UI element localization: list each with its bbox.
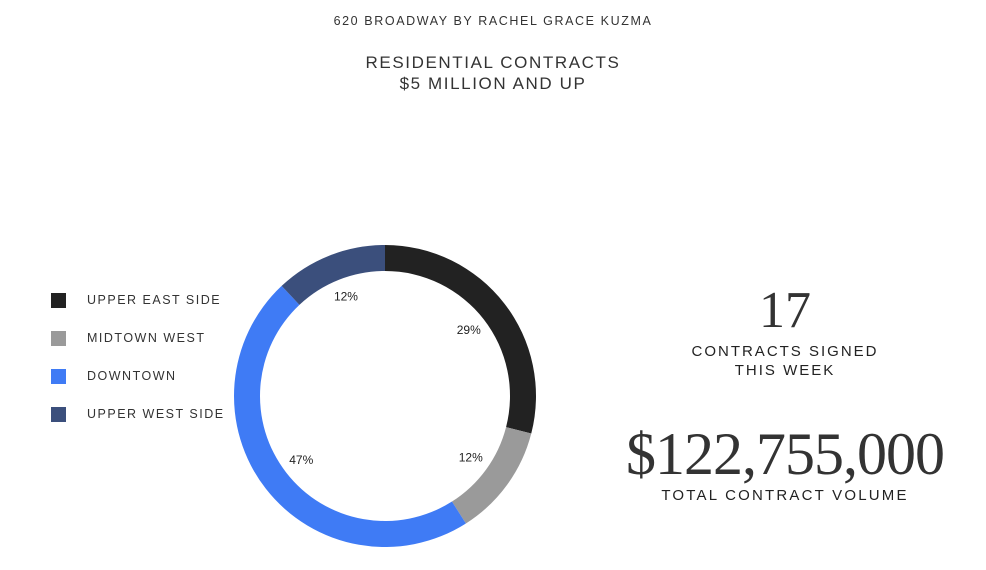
source-credit: 620 BROADWAY BY RACHEL GRACE KUZMA: [333, 14, 653, 28]
legend-swatch-upper-west-side: [51, 406, 66, 422]
chart-legend: UPPER EAST SIDE MIDTOWN WEST DOWNTOWN UP…: [51, 281, 225, 433]
donut-slice-midtown-west: [451, 427, 532, 524]
legend-label-midtown-west: MIDTOWN WEST: [87, 331, 206, 345]
contracts-caption: CONTRACTS SIGNED THIS WEEK: [600, 342, 970, 380]
contracts-caption-line-2: THIS WEEK: [734, 362, 836, 379]
legend-item-upper-east-side: UPPER EAST SIDE: [51, 281, 225, 319]
legend-item-midtown-west: MIDTOWN WEST: [51, 319, 225, 357]
chart-title-line-1: RESIDENTIAL CONTRACTS: [365, 53, 621, 72]
legend-label-upper-west-side: UPPER WEST SIDE: [87, 407, 225, 421]
volume-caption: TOTAL CONTRACT VOLUME: [661, 487, 909, 504]
contracts-caption-line-1: CONTRACTS SIGNED: [691, 343, 879, 360]
donut-slice-downtown: [234, 285, 466, 547]
total-volume: $122,755,000: [626, 421, 945, 487]
slice-label-downtown: 47%: [289, 453, 313, 467]
legend-label-upper-east-side: UPPER EAST SIDE: [87, 293, 222, 307]
chart-title: RESIDENTIAL CONTRACTS $5 MILLION AND UP: [0, 52, 986, 94]
slice-label-midtown-west: 12%: [459, 450, 483, 464]
slice-label-upper-west-side: 12%: [334, 290, 358, 304]
legend-swatch-midtown-west: [51, 330, 66, 346]
legend-swatch-upper-east-side: [51, 292, 66, 308]
legend-label-downtown: DOWNTOWN: [87, 369, 177, 383]
chart-title-line-2: $5 MILLION AND UP: [399, 74, 587, 93]
donut-slice-upper-east-side: [385, 245, 536, 434]
legend-swatch-downtown: [51, 368, 66, 384]
legend-item-downtown: DOWNTOWN: [51, 357, 225, 395]
stats-panel: 17 CONTRACTS SIGNED THIS WEEK $122,755,0…: [600, 280, 970, 504]
slice-label-upper-east-side: 29%: [457, 323, 481, 337]
contracts-count: 17: [759, 282, 811, 339]
legend-item-upper-west-side: UPPER WEST SIDE: [51, 395, 225, 433]
donut-slice-upper-west-side: [281, 245, 385, 305]
